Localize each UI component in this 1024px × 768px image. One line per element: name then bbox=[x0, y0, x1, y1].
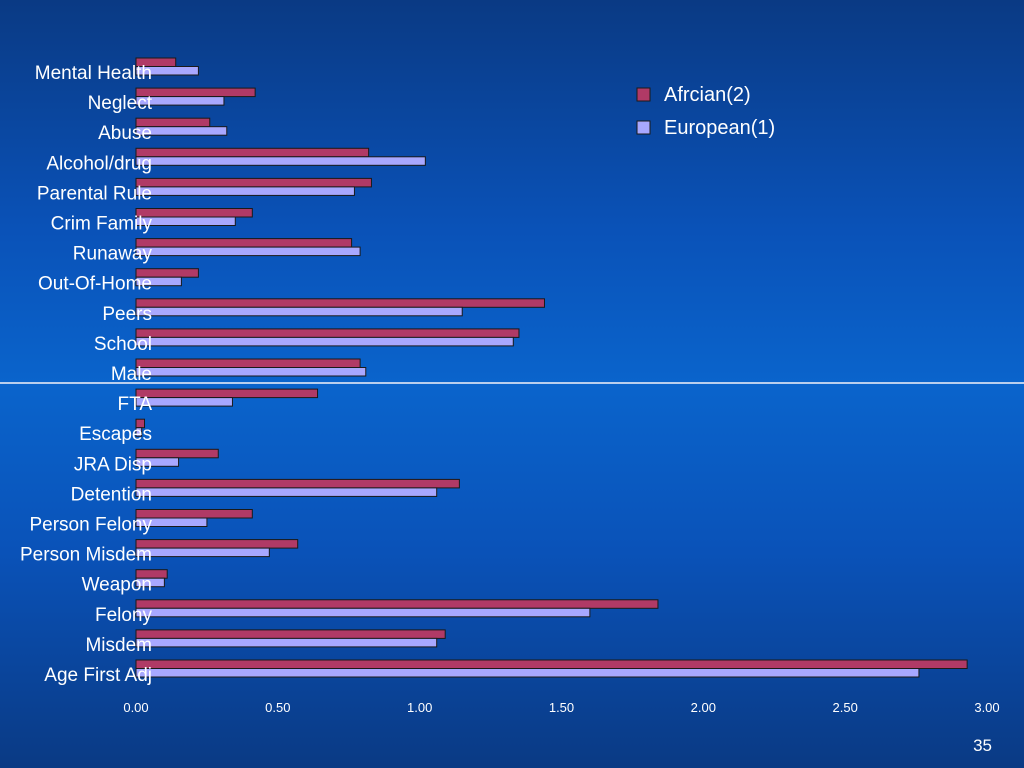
bar-african-16 bbox=[135, 539, 299, 549]
bar-european-4 bbox=[135, 186, 355, 196]
category-labels: Mental Health Neglect Abuse Alcohol/drug Par… bbox=[20, 63, 153, 686]
category-label: Male bbox=[111, 364, 152, 385]
bar-european-11 bbox=[135, 397, 233, 407]
x-tick-label: 2.00 bbox=[691, 700, 716, 715]
bar-african-15 bbox=[135, 509, 253, 519]
x-tick-label: 2.50 bbox=[833, 700, 858, 715]
bar-european-10 bbox=[135, 367, 367, 377]
page-number: 35 bbox=[973, 736, 992, 755]
bar-european-13 bbox=[135, 457, 180, 467]
category-label: Person Felony bbox=[29, 515, 152, 536]
category-label: Neglect bbox=[88, 93, 153, 114]
bar-european-15 bbox=[135, 517, 208, 527]
bar-european-0 bbox=[135, 66, 199, 76]
legend: Afrcian(2) European(1) bbox=[636, 84, 775, 139]
bar-african-20 bbox=[135, 659, 968, 669]
category-label: Crim Family bbox=[51, 214, 153, 235]
bar-african-5 bbox=[135, 208, 253, 218]
bar-european-12 bbox=[135, 427, 143, 437]
bar-european-18 bbox=[135, 607, 591, 618]
bars-layer bbox=[135, 57, 968, 678]
category-label: Weapon bbox=[82, 575, 152, 596]
bar-european-6 bbox=[135, 246, 361, 257]
x-tick-label: 0.50 bbox=[265, 700, 290, 715]
category-label: Alcohol/drug bbox=[46, 153, 152, 174]
legend-swatch-african bbox=[636, 87, 651, 102]
legend-label-european: European(1) bbox=[664, 117, 775, 139]
category-label: FTA bbox=[118, 394, 153, 415]
bar-european-2 bbox=[135, 126, 228, 136]
x-tick-label: 1.50 bbox=[549, 700, 574, 715]
category-label: Abuse bbox=[98, 123, 152, 144]
bar-european-19 bbox=[135, 637, 438, 648]
category-label: Out-Of-Home bbox=[38, 274, 152, 295]
category-label: Felony bbox=[95, 605, 153, 626]
x-tick-label: 3.00 bbox=[974, 700, 999, 715]
category-label: Detention bbox=[71, 484, 152, 505]
bar-european-1 bbox=[135, 96, 225, 106]
bar-african-10 bbox=[135, 358, 361, 368]
bar-african-19 bbox=[135, 629, 446, 639]
bar-european-3 bbox=[135, 156, 426, 166]
bar-african-18 bbox=[135, 599, 659, 609]
legend-label-african: Afrcian(2) bbox=[664, 84, 751, 106]
category-label: JRA Disp bbox=[74, 454, 152, 475]
category-label: Escapes bbox=[79, 424, 152, 445]
bar-african-6 bbox=[135, 238, 353, 248]
category-label: Age First Adj bbox=[44, 665, 152, 686]
bar-european-14 bbox=[135, 487, 438, 497]
bar-african-9 bbox=[135, 328, 520, 338]
category-label: School bbox=[94, 334, 152, 355]
category-label: Misdem bbox=[85, 635, 152, 656]
legend-swatch-european bbox=[636, 120, 651, 135]
bar-european-16 bbox=[135, 547, 270, 558]
bar-african-1 bbox=[135, 87, 256, 98]
bar-european-9 bbox=[135, 336, 514, 347]
category-label: Peers bbox=[102, 304, 152, 325]
category-label: Mental Health bbox=[35, 63, 152, 84]
bar-african-11 bbox=[135, 388, 319, 399]
bar-african-3 bbox=[135, 147, 370, 158]
category-label: Runaway bbox=[73, 244, 153, 265]
x-tick-label: 0.00 bbox=[123, 700, 148, 715]
category-label: Person Misdem bbox=[20, 545, 152, 566]
x-tick-label: 1.00 bbox=[407, 700, 432, 715]
bar-african-8 bbox=[135, 298, 545, 308]
bar-european-5 bbox=[135, 216, 236, 226]
bar-european-7 bbox=[135, 276, 182, 287]
bar-african-4 bbox=[135, 177, 372, 188]
category-label: Parental Rule bbox=[37, 183, 152, 204]
bar-european-20 bbox=[135, 668, 920, 678]
bar-european-17 bbox=[135, 577, 165, 588]
divider-line bbox=[0, 382, 1024, 384]
x-axis-tick-labels: 0.00 0.50 1.00 1.50 2.00 2.50 3.00 bbox=[123, 700, 999, 715]
bar-european-8 bbox=[135, 306, 463, 317]
bar-african-14 bbox=[135, 478, 460, 489]
